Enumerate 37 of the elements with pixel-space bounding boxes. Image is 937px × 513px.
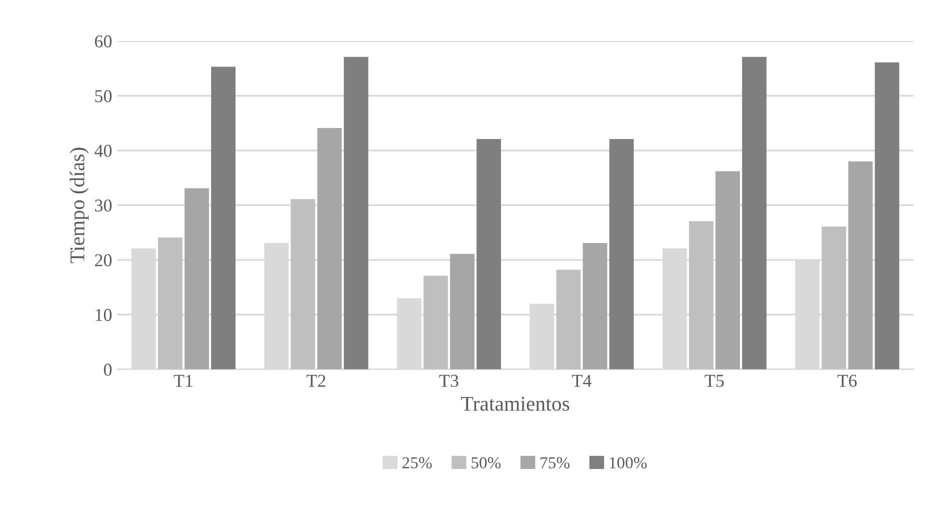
y-tick-label: 50 — [95, 90, 112, 102]
legend-label: 100% — [610, 457, 647, 468]
bar — [848, 161, 873, 370]
bar — [450, 254, 474, 370]
bar — [822, 226, 846, 370]
bar — [476, 138, 502, 370]
bar — [317, 128, 342, 370]
bar — [423, 276, 448, 370]
bar — [184, 188, 209, 370]
bar — [290, 199, 316, 370]
y-tick-label: 30 — [95, 199, 112, 212]
bar — [742, 56, 766, 370]
legend-label: 50% — [472, 457, 501, 468]
bar — [609, 138, 634, 370]
y-tick-label: 40 — [94, 144, 112, 157]
x-tick-label: T6 — [838, 374, 857, 387]
x-tick-label: T3 — [439, 374, 458, 387]
y-tick-label: 0 — [104, 364, 112, 376]
x-tick-label: T2 — [306, 374, 326, 387]
bar — [716, 171, 740, 370]
legend-label: 75% — [540, 457, 570, 468]
y-tick-label: 20 — [95, 254, 112, 266]
bar — [556, 270, 581, 370]
y-tick-label: 10 — [96, 308, 112, 322]
bar — [874, 62, 900, 370]
legend-label: 25% — [402, 457, 432, 468]
bar — [688, 221, 714, 370]
bar — [344, 56, 368, 370]
x-tick-label: T5 — [704, 374, 724, 387]
bar — [211, 66, 236, 370]
bar — [582, 242, 608, 370]
x-tick-label: T1 — [174, 374, 192, 387]
bar — [158, 237, 182, 370]
y-axis-title: Tiempo (días) — [70, 148, 89, 264]
x-tick-label: T4 — [572, 374, 592, 387]
x-axis-title: Tratamientos — [461, 396, 570, 411]
y-tick-label: 60 — [94, 35, 112, 48]
